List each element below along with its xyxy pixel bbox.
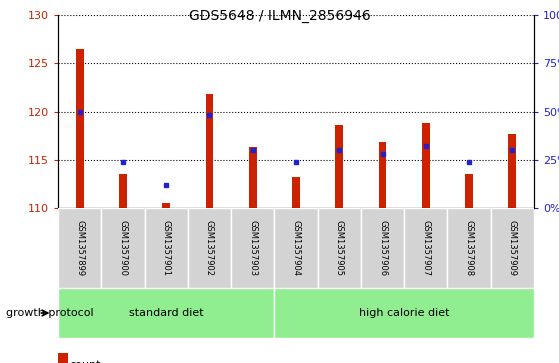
Bar [509, 134, 517, 208]
Bar [75, 49, 83, 208]
Text: high calorie diet: high calorie diet [359, 308, 449, 318]
Text: GSM1357908: GSM1357908 [465, 220, 473, 276]
Text: GSM1357904: GSM1357904 [291, 220, 301, 276]
Bar [447, 208, 491, 288]
Bar [361, 208, 404, 288]
Bar [58, 288, 274, 338]
Text: GSM1357902: GSM1357902 [205, 220, 214, 276]
Bar [101, 208, 145, 288]
Text: GSM1357901: GSM1357901 [162, 220, 170, 276]
Bar [274, 288, 534, 338]
Bar [119, 174, 127, 208]
Bar [335, 125, 343, 208]
Bar [145, 208, 188, 288]
Text: GDS5648 / ILMN_2856946: GDS5648 / ILMN_2856946 [188, 9, 371, 23]
Bar [318, 208, 361, 288]
Text: count: count [69, 360, 101, 363]
Text: GSM1357909: GSM1357909 [508, 220, 517, 276]
Text: GSM1357903: GSM1357903 [248, 220, 257, 276]
Bar [249, 147, 257, 208]
Bar [465, 174, 473, 208]
Bar [292, 177, 300, 208]
Bar [378, 142, 386, 208]
Text: standard diet: standard diet [129, 308, 203, 318]
Bar [206, 94, 214, 208]
Bar [231, 208, 274, 288]
Text: GSM1357905: GSM1357905 [335, 220, 344, 276]
Bar [404, 208, 447, 288]
Text: GSM1357906: GSM1357906 [378, 220, 387, 276]
Bar [188, 208, 231, 288]
Bar [58, 208, 101, 288]
Bar [274, 208, 318, 288]
Text: growth protocol: growth protocol [6, 308, 93, 318]
Bar [422, 123, 430, 208]
Text: GSM1357900: GSM1357900 [119, 220, 127, 276]
Text: GSM1357899: GSM1357899 [75, 220, 84, 276]
Bar [162, 203, 170, 208]
Text: GSM1357907: GSM1357907 [421, 220, 430, 276]
Bar [491, 208, 534, 288]
